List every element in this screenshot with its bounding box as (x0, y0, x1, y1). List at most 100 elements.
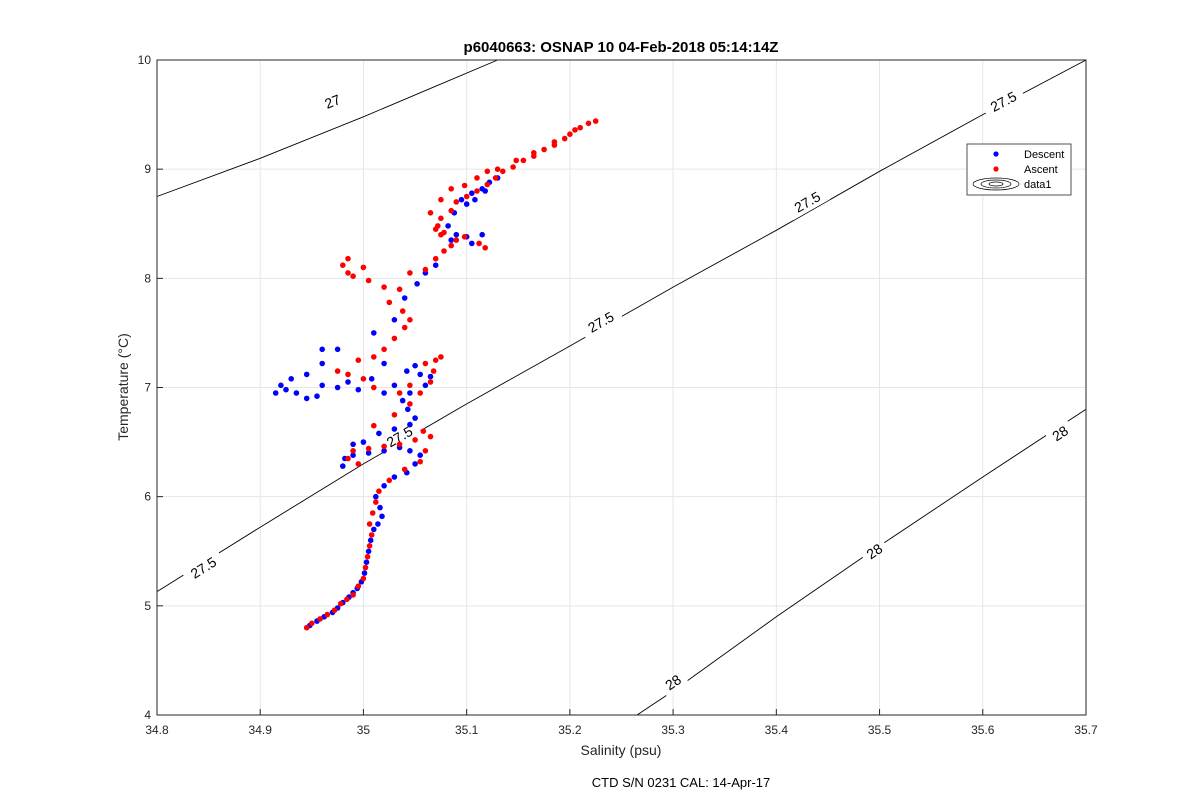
y-tick-label: 10 (138, 53, 152, 67)
ascent-point (344, 596, 350, 603)
ascent-point (438, 354, 444, 360)
descent-point (404, 368, 410, 374)
descent-point (314, 393, 320, 400)
descent-point (407, 421, 413, 428)
ascent-point (345, 371, 351, 378)
ascent-point (345, 270, 351, 276)
descent-point (367, 537, 374, 544)
descent-point (361, 570, 368, 576)
ascent-point (364, 553, 371, 560)
ascent-point (337, 600, 344, 607)
legend-marker-ascent (993, 166, 999, 172)
axis-ticks: 34.8 34.9 35 35.1 35.2 35.3 35.4 35.5 35.6 35.7 4 5… (138, 53, 1098, 737)
descent-point (272, 390, 279, 396)
descent-point (391, 426, 398, 432)
descent-point (399, 397, 406, 404)
contour-legend-icon (972, 177, 1020, 191)
ascent-point (430, 368, 437, 374)
descent-point (417, 371, 424, 378)
y-axis-label: Temperature (°C) (115, 333, 131, 441)
ascent-point (381, 346, 387, 353)
ascent-point (331, 607, 338, 613)
ascent-point (420, 428, 427, 435)
ascent-point (438, 196, 444, 203)
legend-entry-descent: Descent (993, 149, 1064, 161)
ascent-point (492, 175, 499, 181)
ascent-point (317, 616, 323, 622)
ascent-point (334, 368, 341, 374)
descent-point (355, 386, 362, 393)
x-axis-label: Salinity (psu) (581, 742, 662, 758)
x-tick-label: 35 (357, 723, 371, 737)
ascent-point (345, 255, 351, 262)
descent-point (368, 376, 375, 382)
ascent-point (412, 437, 418, 443)
ascent-point (476, 240, 482, 247)
ascent-point (407, 317, 413, 323)
ascent-point (386, 477, 393, 484)
ascent-point (396, 286, 403, 293)
ascent-point (461, 182, 468, 189)
ascent-point (365, 277, 372, 284)
ascent-point (461, 234, 468, 240)
ascent-point (407, 382, 413, 389)
ascent-point (531, 150, 537, 156)
ascent-point (432, 357, 439, 364)
descent-point (376, 430, 382, 437)
descent-point (381, 483, 387, 489)
ascent-point (376, 488, 382, 495)
x-tick-label: 35.3 (661, 723, 685, 737)
descent-point (381, 448, 387, 454)
descent-point (345, 379, 351, 385)
descent-point (303, 371, 310, 378)
descent-point (407, 390, 413, 396)
ascent-point (513, 157, 519, 164)
descent-point (414, 281, 420, 287)
ascent-point (373, 499, 379, 505)
ascent-point (391, 335, 398, 342)
legend-label-ascent: Ascent (1024, 164, 1058, 176)
ascent-point (500, 168, 506, 175)
ascent-point (572, 127, 578, 133)
x-tick-label: 35.1 (455, 723, 479, 737)
ascent-point (386, 299, 393, 306)
ascent-point (432, 226, 439, 232)
ascent-point (427, 379, 434, 385)
ascent-point (448, 207, 455, 214)
ascent-point (324, 611, 331, 618)
descent-point (340, 463, 346, 469)
ascent-point (362, 564, 369, 571)
ascent-point (381, 443, 387, 450)
y-tick-label: 4 (144, 708, 151, 722)
ascent-point (396, 390, 403, 396)
descent-point (422, 382, 429, 389)
ascent-point (391, 412, 398, 418)
ascent-point (396, 441, 403, 448)
y-tick-label: 5 (144, 599, 151, 613)
descent-point (363, 559, 370, 565)
ascent-point (520, 157, 527, 164)
footer-caption: CTD S/N 0231 CAL: 14-Apr-17 (592, 775, 770, 790)
y-tick-label: 8 (144, 271, 151, 285)
descent-point (365, 450, 372, 456)
descent-point (350, 452, 356, 459)
contour-line (156, 59, 1087, 592)
y-tick-label: 9 (144, 162, 151, 176)
ascent-point (360, 376, 367, 382)
descent-point (334, 346, 341, 353)
ascent-point (407, 401, 413, 407)
descent-point (458, 196, 465, 203)
descent-point (405, 406, 411, 413)
ascent-point (592, 118, 599, 124)
ascent-point (417, 390, 424, 396)
legend: Descent Ascent data1 (966, 143, 1072, 196)
ascent-point (427, 210, 434, 216)
legend-entry-data1: data1 (972, 177, 1052, 191)
ascent-point (585, 120, 592, 127)
descent-point (417, 452, 424, 459)
contour-label: 27 (322, 91, 343, 112)
x-tick-label: 35.7 (1074, 723, 1098, 737)
legend-label-data1: data1 (1024, 179, 1052, 191)
ascent-point (567, 131, 573, 137)
ascent-point (369, 510, 376, 516)
